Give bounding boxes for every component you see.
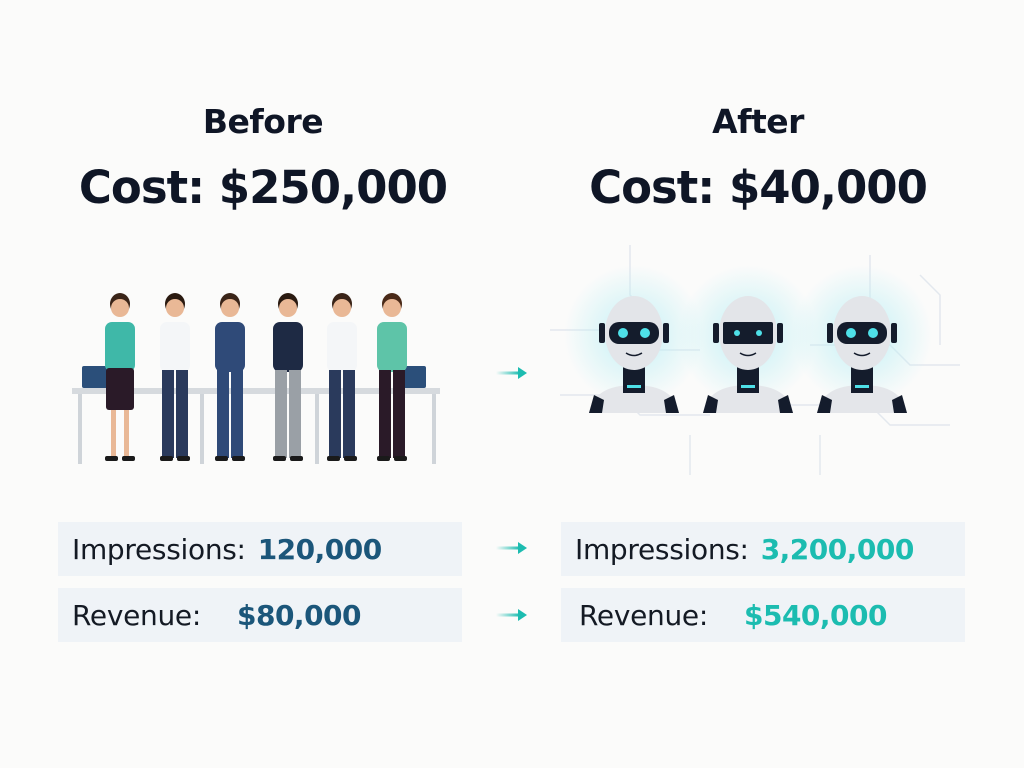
- after-column: After Cost: $40,000: [548, 98, 968, 218]
- metric-label: Impressions:: [72, 532, 246, 566]
- team-illustration: [72, 293, 440, 464]
- after-revenue: Revenue: $540,000: [561, 588, 965, 642]
- circuit-line: [919, 274, 941, 345]
- metric-value: $540,000: [743, 598, 888, 632]
- metric-value: 3,200,000: [760, 532, 915, 566]
- person: [273, 293, 303, 461]
- desk-leg: [78, 394, 82, 464]
- desk-leg: [315, 394, 319, 464]
- robot-head: [564, 265, 704, 413]
- arrow-right-icon: [496, 609, 527, 621]
- after-cost: Cost: $40,000: [589, 161, 928, 214]
- robots-illustration: [550, 245, 960, 475]
- before-cost: Cost: $250,000: [78, 161, 448, 214]
- desk: [72, 388, 440, 394]
- robot-head: [792, 265, 932, 413]
- person: [327, 293, 357, 461]
- after-heading: After: [712, 102, 804, 141]
- metric-label: Revenue:: [72, 598, 201, 632]
- before-column: Before Cost: $250,000: [53, 98, 473, 218]
- laptop: [400, 366, 426, 388]
- person: [105, 293, 135, 461]
- person: [377, 293, 407, 461]
- metric-label: Impressions:: [575, 532, 749, 566]
- desk-leg: [432, 394, 436, 464]
- desk-leg: [200, 394, 204, 464]
- metric-label: Revenue:: [579, 598, 708, 632]
- metric-value: $80,000: [236, 598, 362, 632]
- before-heading: Before: [202, 102, 324, 141]
- laptop: [82, 366, 108, 388]
- metric-value: 120,000: [257, 532, 383, 566]
- person: [160, 293, 190, 461]
- arrow-right-icon: [496, 542, 527, 554]
- robot-head: [678, 265, 818, 413]
- after-impressions: Impressions: 3,200,000: [561, 522, 965, 576]
- person: [215, 293, 245, 461]
- arrow-right-icon: [496, 367, 527, 379]
- before-revenue: Revenue: $80,000: [58, 588, 462, 642]
- before-impressions: Impressions: 120,000: [58, 522, 462, 576]
